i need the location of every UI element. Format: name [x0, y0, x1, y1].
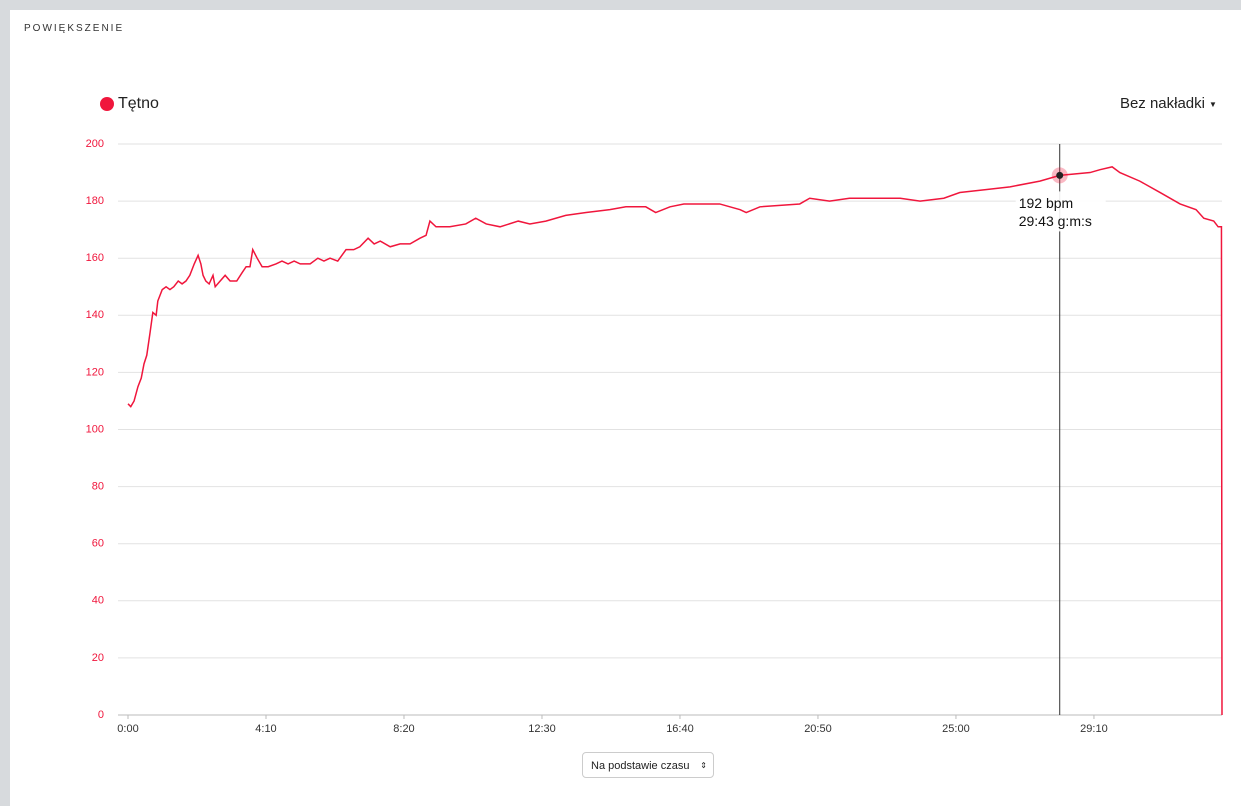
y-tick-label: 120	[86, 366, 104, 378]
y-tick-label: 40	[92, 595, 104, 607]
x-tick-label: 25:00	[942, 723, 970, 735]
y-tick-label: 160	[86, 252, 104, 264]
x-tick-label: 8:20	[393, 723, 414, 735]
y-tick-label: 180	[86, 195, 104, 207]
hover-point	[1056, 171, 1064, 179]
x-tick-label: 4:10	[255, 723, 276, 735]
x-tick-label: 29:10	[1080, 723, 1108, 735]
x-tick-label: 20:50	[804, 723, 832, 735]
heart-rate-line	[127, 166, 1223, 716]
tooltip-bg	[1015, 191, 1106, 232]
panel-title: POWIĘKSZENIE	[24, 23, 125, 34]
y-tick-label: 0	[98, 709, 104, 721]
legend-swatch	[100, 97, 114, 111]
y-tick-label: 140	[86, 309, 104, 321]
tooltip-time: 29:43 g:m:s	[1019, 213, 1092, 229]
legend-label: Tętno	[118, 95, 159, 112]
y-tick-label: 60	[92, 538, 104, 550]
select-label: Na podstawie czasu	[591, 760, 690, 772]
dropdown-arrow: ▼	[1209, 100, 1217, 109]
x-tick-label: 16:40	[666, 723, 694, 735]
x-tick-label: 0:00	[117, 723, 138, 735]
y-tick-label: 80	[92, 481, 104, 493]
y-tick-label: 20	[92, 652, 104, 664]
panel: POWIĘKSZENIE	[10, 10, 1241, 806]
mode-select[interactable]: Na podstawie czasu ⇕	[582, 752, 714, 778]
select-arrow: ⇕	[700, 761, 707, 770]
x-tick-label: 12:30	[528, 723, 556, 735]
y-tick-label: 100	[86, 423, 104, 435]
tooltip-value: 192 bpm	[1019, 195, 1073, 211]
y-tick-label: 200	[86, 138, 104, 150]
overlay-menu[interactable]: Bez nakładki	[1120, 95, 1205, 112]
